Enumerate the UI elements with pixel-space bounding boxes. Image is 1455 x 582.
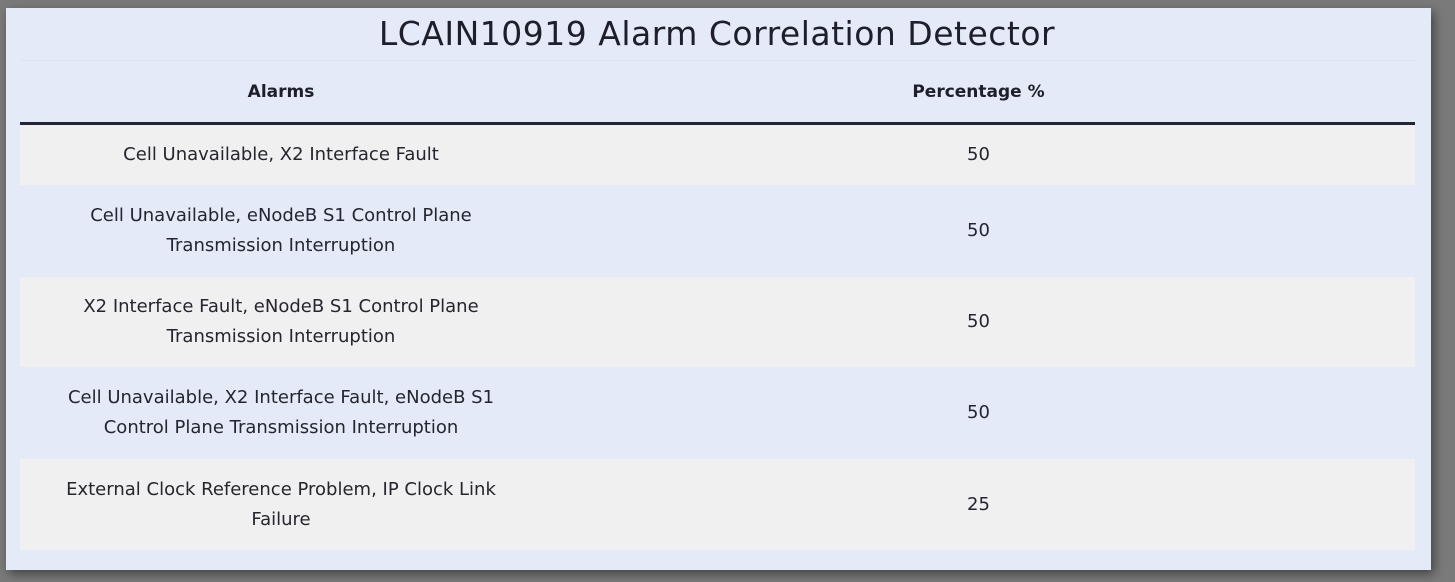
percentage-cell: 50 [542, 367, 1415, 459]
page-title: LCAIN10919 Alarm Correlation Detector [378, 14, 1056, 53]
dashboard-card: LCAIN10919 Alarm Correlation Detector Al… [6, 8, 1431, 570]
table-header-row: Alarms Percentage % [20, 60, 1415, 125]
alarms-cell: Cell Unavailable, X2 Interface Fault, eN… [20, 367, 542, 459]
percentage-cell: 50 [542, 185, 1415, 277]
alarms-cell: X2 Interface Fault, eNodeB S1 Control Pl… [20, 277, 542, 367]
percentage-cell: 50 [542, 277, 1415, 367]
table-row: X2 Interface Fault, eNodeB S1 Control Pl… [20, 277, 1415, 367]
percentage-cell: 50 [542, 123, 1415, 185]
alarm-correlation-table: Alarms Percentage % Cell Unavailable, X2… [20, 60, 1415, 550]
table-row: External Clock Reference Problem, IP Clo… [20, 459, 1415, 550]
alarms-cell: External Clock Reference Problem, IP Clo… [20, 459, 542, 550]
alarms-cell: Cell Unavailable, X2 Interface Fault [20, 123, 542, 185]
column-header-alarms: Alarms [20, 60, 542, 125]
table-row: Cell Unavailable, X2 Interface Fault 50 [20, 123, 1415, 185]
alarms-cell: Cell Unavailable, eNodeB S1 Control Plan… [20, 185, 542, 277]
table-row: Cell Unavailable, X2 Interface Fault, eN… [20, 367, 1415, 459]
column-header-percentage: Percentage % [542, 60, 1415, 125]
percentage-cell: 25 [542, 459, 1415, 550]
table-row: Cell Unavailable, eNodeB S1 Control Plan… [20, 185, 1415, 277]
